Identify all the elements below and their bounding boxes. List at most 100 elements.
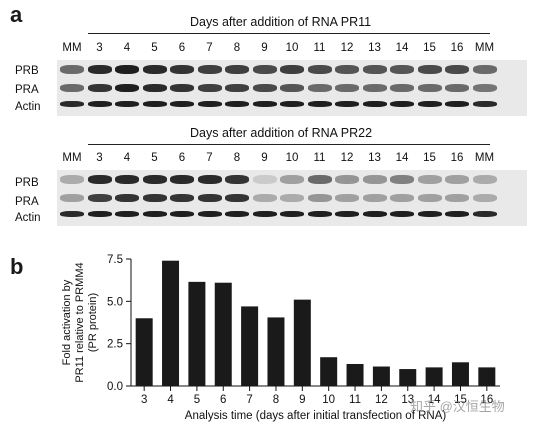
blot-band [335, 84, 359, 92]
blot2-title: Days after addition of RNA PR22 [190, 126, 373, 140]
panel-b-letter: b [10, 254, 24, 279]
blot-band [142, 194, 167, 202]
blot-band [252, 194, 277, 202]
x-tick-label: 16 [480, 394, 493, 406]
bar-day-4 [162, 260, 180, 386]
lane-label: 3 [96, 152, 103, 164]
panel-a-letter: a [10, 2, 23, 27]
blot-band [445, 175, 469, 184]
blot2-row-prb: PRB [15, 177, 39, 189]
bar-day-10 [320, 357, 338, 386]
lane-label: 12 [340, 152, 354, 164]
blot-band [445, 65, 469, 74]
blot-band [472, 84, 497, 92]
blot1-title-line [88, 33, 490, 34]
lane-label: 4 [123, 152, 131, 164]
blot-band [142, 84, 167, 92]
blot-band [252, 101, 277, 107]
blot-band [225, 175, 249, 184]
lane-label: MM [474, 42, 495, 54]
blot-band [307, 84, 332, 92]
blot-band [472, 194, 497, 202]
blot-band [252, 175, 277, 184]
blot-band [142, 65, 167, 74]
x-tick-label: 3 [141, 394, 147, 406]
bar-day-13 [399, 369, 417, 386]
lane-label: 10 [285, 42, 299, 54]
blot-band [445, 194, 469, 202]
y-axis-label-line: PR11 relative to PRMM4 [74, 262, 86, 382]
bar-day-9 [293, 299, 311, 386]
blot-band [417, 211, 442, 217]
blot-band [170, 65, 194, 74]
blot-band [197, 101, 222, 107]
blot-band [170, 84, 194, 92]
blot-band [60, 84, 84, 92]
x-tick-label: 14 [428, 394, 441, 406]
lane-label: 12 [340, 42, 354, 54]
blot-band [170, 211, 194, 217]
blot-band [142, 101, 167, 107]
blot-band [60, 211, 84, 217]
blot-band [445, 211, 469, 217]
blot-band [87, 175, 112, 184]
lane-label: 3 [96, 42, 103, 54]
blot-band [307, 194, 332, 202]
blot-band [170, 175, 194, 184]
blot-band [280, 175, 304, 184]
blot-band [362, 175, 387, 184]
lane-label: 8 [233, 42, 241, 54]
blot-band [445, 101, 469, 107]
bar-day-5 [188, 281, 206, 386]
lane-label: 11 [313, 42, 326, 54]
x-tick-label: 10 [322, 394, 335, 406]
blot-band [307, 101, 332, 107]
bar-day-3 [135, 318, 153, 386]
blot-band [142, 175, 167, 184]
bar-day-8 [267, 317, 285, 386]
x-tick-label: 5 [194, 394, 200, 406]
lane-label: MM [474, 152, 495, 164]
lane-label: 6 [178, 152, 186, 164]
blot-band [472, 175, 497, 184]
blot-band [197, 65, 222, 74]
bar-day-11 [346, 363, 364, 386]
blot-band [87, 101, 112, 107]
blot1-row-pra: PRA [15, 84, 39, 96]
blot-band [417, 65, 442, 74]
blot-band [390, 175, 414, 184]
blot-band [197, 175, 222, 184]
blot-band [60, 65, 84, 74]
blot-band [87, 211, 112, 217]
blot-band [225, 101, 249, 107]
blot-band [472, 211, 497, 217]
lane-label: 13 [368, 152, 381, 164]
blot-band [307, 65, 332, 74]
blot-band [362, 101, 387, 107]
lane-label: 5 [151, 152, 158, 164]
blot-band [60, 101, 84, 107]
y-tick-label: 5.0 [107, 296, 123, 308]
x-tick-label: 13 [401, 394, 414, 406]
lane-label: 5 [151, 42, 158, 54]
blot-band [115, 65, 139, 74]
blot-band [60, 194, 84, 202]
lane-label: 14 [395, 42, 409, 54]
blot-band [170, 194, 194, 202]
blot1-row-actin: Actin [15, 101, 41, 113]
blot-band [142, 211, 167, 217]
lane-label: 7 [206, 152, 213, 164]
blot-band [170, 101, 194, 107]
bar-day-7 [241, 306, 259, 386]
blot-band [87, 194, 112, 202]
blot-band [362, 194, 387, 202]
blot-band [307, 211, 332, 217]
blot-band [60, 175, 84, 184]
fold-activation-bar-chart: 0.0 2.5 5.0 7.5 3 4 5 6 7 8 9 10 11 12 13 14 15 16 Analysi… [61, 254, 500, 422]
blot-band [362, 65, 387, 74]
blot-band [390, 84, 414, 92]
blot-band [225, 84, 249, 92]
blot-band [335, 175, 359, 184]
bar-day-6 [214, 282, 232, 386]
x-tick-label: 7 [246, 394, 252, 406]
